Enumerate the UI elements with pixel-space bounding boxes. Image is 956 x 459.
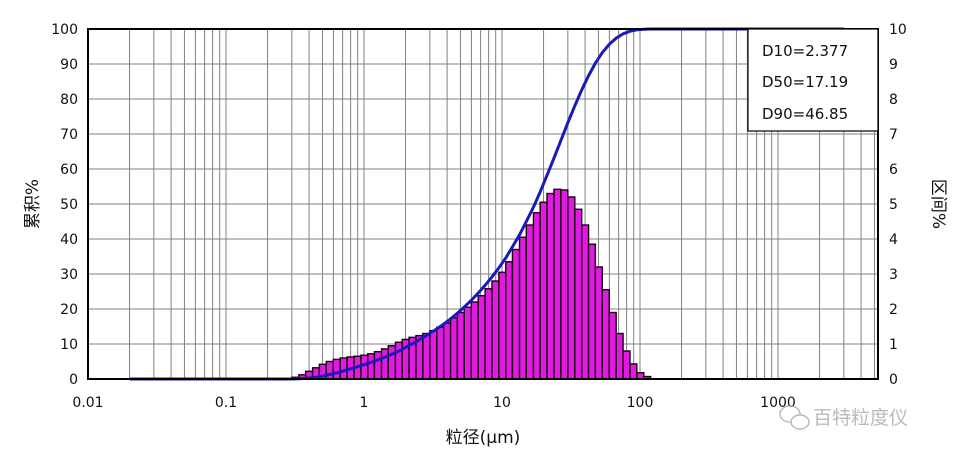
watermark: 百特粒度仪 — [779, 405, 908, 430]
histogram-bar — [567, 196, 576, 380]
d50-label: D50=17.19 — [762, 73, 848, 91]
y-left-tick-label: 30 — [60, 267, 78, 283]
histogram-bar — [608, 311, 617, 380]
watermark-text: 百特粒度仪 — [813, 407, 908, 429]
histogram-bar — [422, 332, 431, 380]
y-left-tick-label: 70 — [60, 127, 78, 143]
histogram-bar — [511, 248, 521, 380]
x-tick-label: 10 — [493, 395, 511, 411]
histogram-bar — [594, 266, 603, 380]
y-left-tick-label: 50 — [60, 197, 78, 213]
y-right-tick-label: 10 — [889, 22, 907, 38]
cumulative-curve — [129, 27, 844, 381]
histogram-bar — [456, 311, 465, 380]
y-right-tick-label: 1 — [889, 337, 898, 353]
histogram-bar — [470, 301, 479, 380]
histogram-bar — [360, 354, 369, 380]
histogram-bar — [436, 326, 445, 380]
y-left-tick-label: 0 — [69, 372, 78, 388]
wechat-icon — [779, 405, 810, 430]
x-tick-labels: 0.01 0.1 1 10 100 1000 — [72, 395, 795, 411]
histogram-bar — [387, 345, 397, 380]
x-axis-label: 粒径(μm) — [446, 428, 521, 448]
y-left-tick-label: 100 — [51, 22, 78, 38]
y-left-tick-label: 80 — [60, 92, 78, 108]
y-right-tick-label: 8 — [889, 92, 898, 108]
plot-frame — [87, 28, 879, 380]
histogram-bar — [394, 341, 403, 380]
histogram-bar — [622, 350, 631, 380]
histogram-bar — [332, 358, 341, 380]
y-left-tick-label: 10 — [60, 337, 78, 353]
histogram-bar — [574, 208, 583, 380]
y-right-tick-labels: 0 1 2 3 4 5 6 7 8 9 10 — [889, 22, 907, 388]
histogram-bar — [601, 289, 610, 380]
y-right-tick-label: 0 — [889, 372, 898, 388]
y-left-axis-label: 累积% — [23, 179, 43, 229]
y-left-tick-label: 40 — [60, 232, 78, 248]
y-right-axis-label: 区间% — [928, 179, 948, 229]
d10-label: D10=2.377 — [762, 42, 848, 60]
histogram-bar — [498, 271, 507, 380]
legend-box: D10=2.377 D50=17.19 D90=46.85 — [747, 28, 879, 132]
y-left-tick-label: 90 — [60, 57, 78, 73]
histogram-bar — [525, 224, 535, 380]
y-right-tick-label: 7 — [889, 127, 898, 143]
histogram-bar — [380, 348, 390, 380]
x-tick-label: 1 — [360, 395, 369, 411]
histogram-bar — [560, 189, 569, 380]
histogram-bar — [615, 332, 624, 380]
histogram-bar — [539, 201, 548, 380]
histogram-bar — [463, 306, 472, 380]
histogram-bar — [373, 351, 383, 380]
histogram-bar — [491, 280, 500, 380]
d90-label: D90=46.85 — [762, 105, 848, 123]
histogram-bar — [505, 261, 514, 380]
x-tick-label: 0.01 — [72, 395, 103, 411]
histogram-bar — [532, 212, 541, 380]
histogram-bar — [477, 295, 486, 380]
y-right-tick-label: 4 — [889, 232, 898, 248]
y-right-tick-label: 6 — [889, 162, 898, 178]
histogram-bar — [518, 236, 528, 380]
y-left-tick-label: 20 — [60, 302, 78, 318]
histogram-bar — [546, 192, 555, 380]
y-right-tick-label: 2 — [889, 302, 898, 318]
y-right-tick-label: 5 — [889, 197, 898, 213]
histogram-bar — [339, 357, 348, 380]
y-right-tick-label: 9 — [889, 57, 898, 73]
histogram-bar — [553, 188, 562, 380]
histogram-bar — [587, 243, 597, 380]
x-tick-label: 0.1 — [215, 395, 237, 411]
histogram-bar — [484, 288, 493, 380]
histogram-bar — [449, 317, 459, 380]
y-left-tick-label: 60 — [60, 162, 78, 178]
histogram-bar — [442, 322, 452, 380]
x-tick-label: 100 — [627, 395, 654, 411]
y-right-tick-label: 3 — [889, 267, 898, 283]
histogram-bar — [429, 330, 438, 380]
y-left-tick-labels: 0 10 20 30 40 50 60 70 80 90 100 — [51, 22, 78, 388]
histogram-bar — [367, 353, 376, 380]
histogram-bar — [629, 363, 638, 380]
histogram-bar — [580, 224, 590, 380]
